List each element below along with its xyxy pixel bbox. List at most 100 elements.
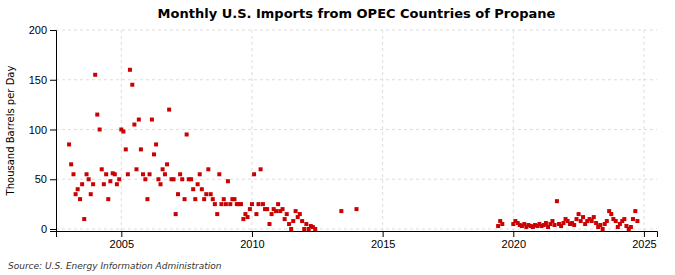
- point: [85, 172, 89, 176]
- x-axis-line: [57, 232, 658, 238]
- point: [285, 212, 289, 216]
- point: [228, 202, 232, 206]
- x-tick-label: 2015: [371, 238, 395, 250]
- point: [355, 207, 359, 211]
- point: [601, 227, 605, 231]
- point: [89, 192, 93, 196]
- point: [211, 197, 215, 201]
- point: [156, 177, 160, 181]
- point: [143, 177, 147, 181]
- y-tick-mark: [50, 130, 56, 131]
- point: [200, 187, 204, 191]
- y-axis: 050100150200: [29, 24, 57, 235]
- y-tick-mark: [50, 229, 56, 230]
- point: [126, 172, 130, 176]
- point: [115, 182, 119, 186]
- point: [276, 202, 280, 206]
- point: [74, 192, 78, 196]
- y-tick-label: 50: [35, 173, 47, 185]
- point: [629, 225, 633, 229]
- point: [304, 222, 308, 226]
- point: [241, 217, 245, 221]
- point: [622, 217, 626, 221]
- point: [274, 209, 278, 213]
- point: [165, 162, 169, 166]
- point: [605, 219, 609, 223]
- point: [193, 197, 197, 201]
- title: Monthly U.S. Imports from OPEC Countries…: [158, 6, 556, 21]
- point: [139, 147, 143, 151]
- point: [302, 227, 306, 231]
- point: [117, 177, 121, 181]
- x-tick-mark: [513, 231, 514, 237]
- grid-line-y: [56, 129, 657, 130]
- point: [206, 167, 210, 171]
- point: [76, 187, 80, 191]
- point: [104, 172, 108, 176]
- point: [161, 167, 165, 171]
- point: [572, 223, 576, 227]
- point: [248, 207, 252, 211]
- y-tick-mark: [50, 179, 56, 180]
- point: [259, 167, 263, 171]
- grid-line-y: [56, 229, 657, 230]
- point: [635, 219, 639, 223]
- point: [154, 142, 158, 146]
- point: [191, 187, 195, 191]
- point: [581, 215, 585, 219]
- point: [132, 123, 136, 127]
- point: [72, 172, 76, 176]
- point: [87, 177, 91, 181]
- point: [261, 202, 265, 206]
- point: [222, 197, 226, 201]
- y-tick: 0: [41, 223, 56, 235]
- x-tick: 2025: [632, 231, 656, 250]
- x-tick-label: 2010: [240, 238, 264, 250]
- point: [270, 212, 274, 216]
- point: [590, 219, 594, 223]
- point: [150, 118, 154, 122]
- grid-line-x: [643, 30, 644, 231]
- point: [124, 147, 128, 151]
- x-tick-label: 2025: [632, 238, 656, 250]
- point: [633, 209, 637, 213]
- grid-line-x: [513, 30, 514, 231]
- point: [215, 212, 219, 216]
- x-tick-mark: [383, 231, 384, 237]
- point: [134, 167, 138, 171]
- point: [265, 207, 269, 211]
- point: [69, 162, 73, 166]
- x-tick: 2020: [502, 231, 526, 250]
- point: [579, 219, 583, 223]
- point: [213, 202, 217, 206]
- point: [544, 221, 548, 225]
- point: [594, 221, 598, 225]
- point: [204, 192, 208, 196]
- x-axis: 2005 2010 2015 2020 2025: [57, 231, 658, 250]
- x-tick: 2005: [110, 231, 134, 250]
- point: [313, 227, 317, 231]
- grid-line-y: [56, 30, 657, 31]
- x-tick-label: 2005: [110, 238, 134, 250]
- point: [98, 128, 102, 132]
- point: [598, 223, 602, 227]
- point: [592, 215, 596, 219]
- point: [189, 177, 193, 181]
- points: [67, 68, 639, 231]
- point: [267, 222, 271, 226]
- point: [141, 172, 145, 176]
- point: [137, 118, 141, 122]
- x-tick: 2010: [240, 231, 264, 250]
- source-note: Source: U.S. Energy Information Administ…: [8, 261, 222, 271]
- grid-line-x: [251, 30, 252, 231]
- point: [553, 223, 557, 227]
- point: [224, 202, 228, 206]
- point: [172, 177, 176, 181]
- point: [561, 221, 565, 225]
- point: [577, 212, 581, 216]
- point: [287, 222, 291, 226]
- point: [159, 182, 163, 186]
- x-tick: 2015: [371, 231, 395, 250]
- point: [174, 212, 178, 216]
- point: [298, 212, 302, 216]
